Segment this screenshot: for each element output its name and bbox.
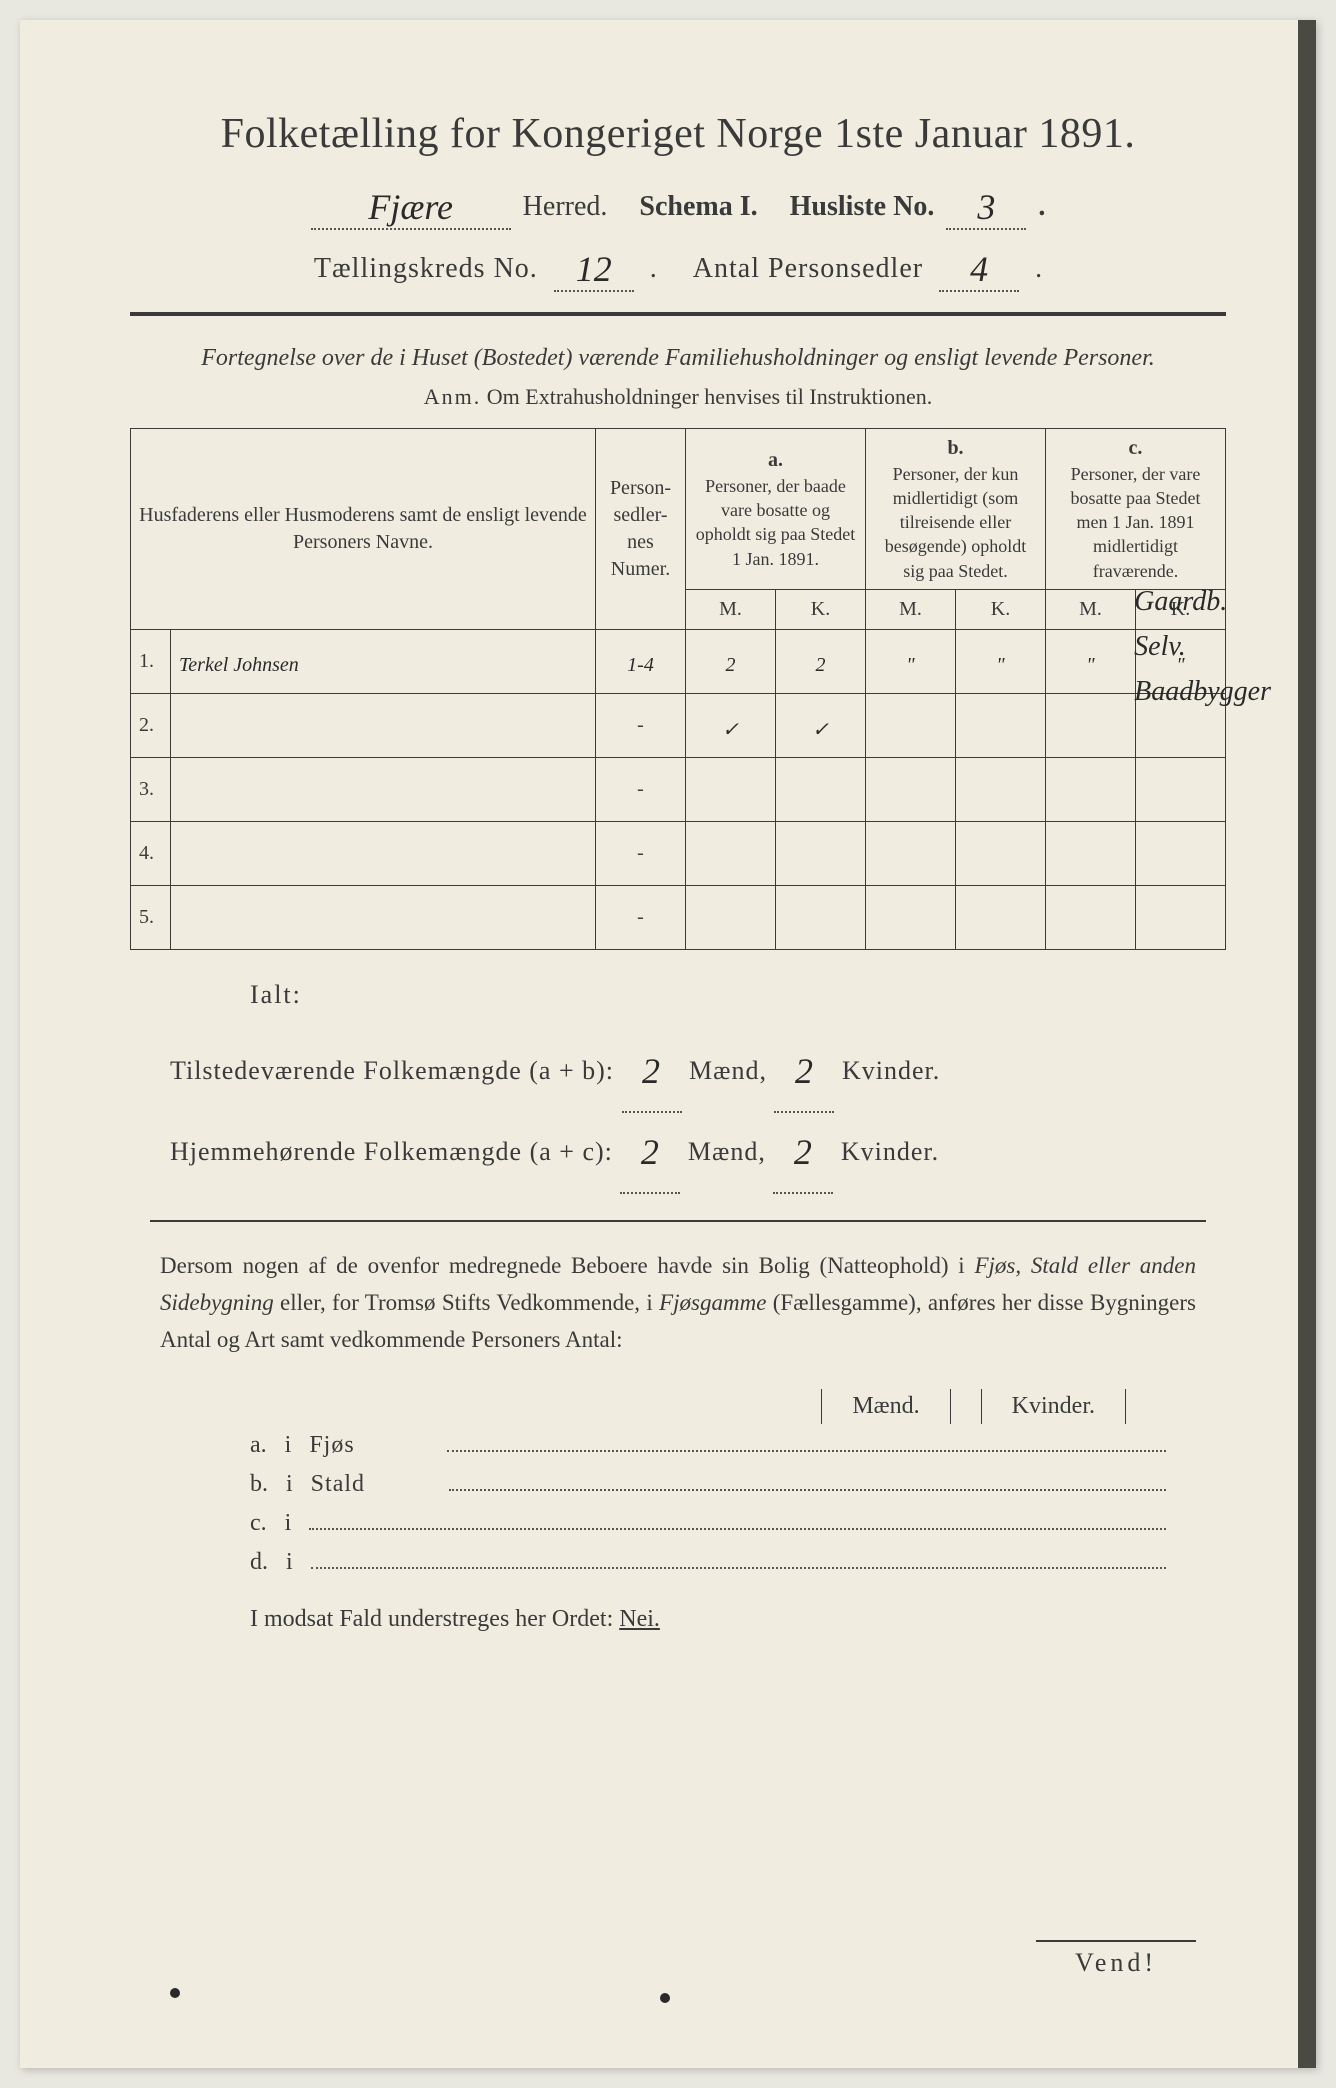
rule-2 [150,1220,1206,1222]
header-row-1: Fjære Herred. Schema I. Husliste No. 3. [130,182,1226,226]
herred-label: Herred. [523,191,608,223]
margin-annotation: Gaardb. Selv. Baadbygger [1134,580,1271,714]
intro-text: Fortegnelse over de i Huset (Bostedet) v… [130,342,1226,376]
ink-spot-icon [660,1993,670,2003]
household-table: Husfaderens eller Husmoderens samt de en… [130,428,1226,950]
ob-row: c. i [250,1510,1166,1537]
header-row-2: Tællingskreds No. 12. Antal Personsedler… [130,244,1226,288]
antal-value: 4 [939,248,1019,292]
kreds-label: Tællingskreds No. [314,253,538,285]
resident-total: Hjemmehørende Folkemængde (a + c): 2 Mæn… [170,1109,1226,1190]
husliste-label: Husliste No. [790,191,935,223]
col-b-hdr: b. Personer, der kun midlertidigt (som t… [866,428,1046,589]
table-body: 1. Terkel Johnsen 1-4 2 2 " " " " 2. - ✓… [131,630,1226,950]
turn-over-label: Vend! [1036,1940,1196,1978]
totals-block: Tilstedeværende Folkemængde (a + b): 2 M… [170,1028,1226,1190]
anm-line: Anm. Om Extrahusholdninger henvises til … [130,384,1226,410]
table-row: 4. - [131,822,1226,886]
herred-value: Fjære [311,186,511,230]
rule-1 [130,312,1226,316]
census-form-page: Folketælling for Kongeriget Norge 1ste J… [20,20,1316,2068]
ob-row: b. i Stald [250,1471,1166,1498]
antal-label: Antal Personsedler [693,253,923,285]
ob-header: Mænd. Kvinder. [250,1389,1166,1424]
schema-label: Schema I. [639,191,757,223]
table-row: 2. - ✓ ✓ [131,694,1226,758]
col-c-hdr: c. Personer, der vare bosatte paa Stedet… [1046,428,1226,589]
col-a-hdr: a. Personer, der baade vare bosatte og o… [686,428,866,589]
ialt-label: Ialt: [250,980,1226,1010]
nei-line: I modsat Fald understreges her Ordet: Ne… [250,1606,1226,1633]
table-row: 3. - [131,758,1226,822]
present-total: Tilstedeværende Folkemængde (a + b): 2 M… [170,1028,1226,1109]
outbuildings-list: Mænd. Kvinder. a. i Fjøs b. i Stald c. i… [250,1389,1166,1576]
ob-row: d. i [250,1549,1166,1576]
page-edge [1298,20,1316,2068]
table-row: 1. Terkel Johnsen 1-4 2 2 " " " " [131,630,1226,694]
husliste-value: 3 [946,186,1026,230]
col-names: Husfaderens eller Husmoderens samt de en… [131,428,596,629]
outbuilding-paragraph: Dersom nogen af de ovenfor medregnede Be… [160,1248,1196,1358]
kreds-value: 12 [554,248,634,292]
ob-row: a. i Fjøs [250,1432,1166,1459]
col-numer: Person-sedler-nes Numer. [596,428,686,629]
ink-spot-icon [170,1988,180,1998]
form-title: Folketælling for Kongeriget Norge 1ste J… [130,110,1226,158]
table-row: 5. - [131,886,1226,950]
